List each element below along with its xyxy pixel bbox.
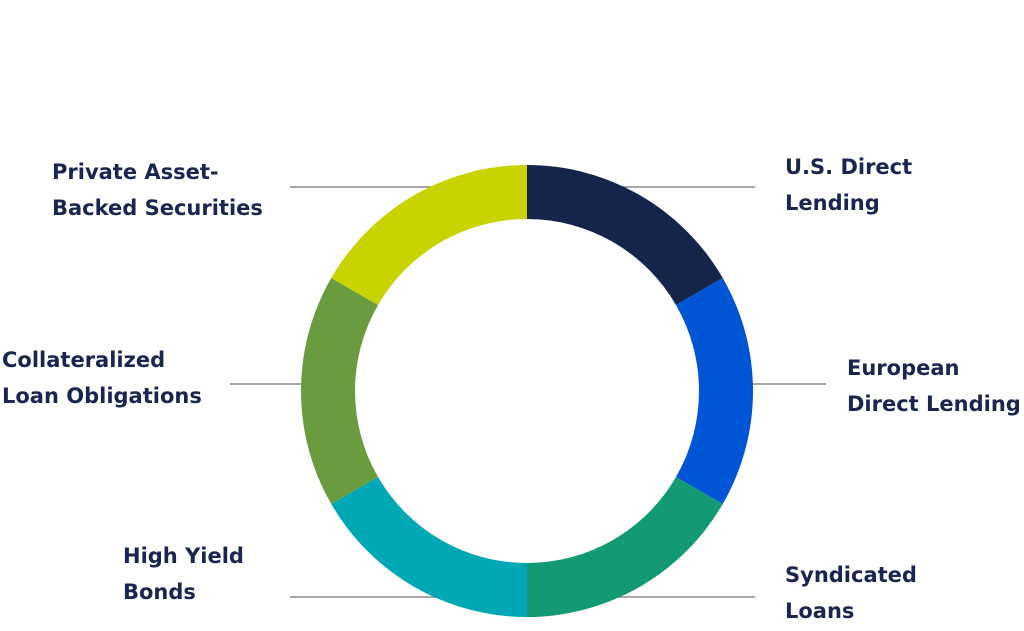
donut-slice [331, 165, 527, 305]
slice-label: Bonds [123, 580, 196, 604]
slice-label: Collateralized [2, 348, 165, 372]
slice-label: Direct Lending [847, 392, 1021, 416]
slice-label: Syndicated [785, 563, 917, 587]
slice-label: European [847, 356, 959, 380]
slice-label: U.S. Direct [785, 155, 912, 179]
slice-label: Backed Securities [52, 196, 263, 220]
donut-slice [301, 278, 379, 504]
slice-label: Loans [785, 599, 854, 623]
donut-slice [527, 165, 723, 305]
slice-label: Lending [785, 191, 880, 215]
donut-slice [331, 477, 527, 617]
slice-label: High Yield [123, 544, 244, 568]
donut-slice [675, 278, 753, 504]
slice-label: Loan Obligations [2, 384, 202, 408]
slice-label: Private Asset- [52, 160, 219, 184]
donut-slice [527, 477, 723, 617]
